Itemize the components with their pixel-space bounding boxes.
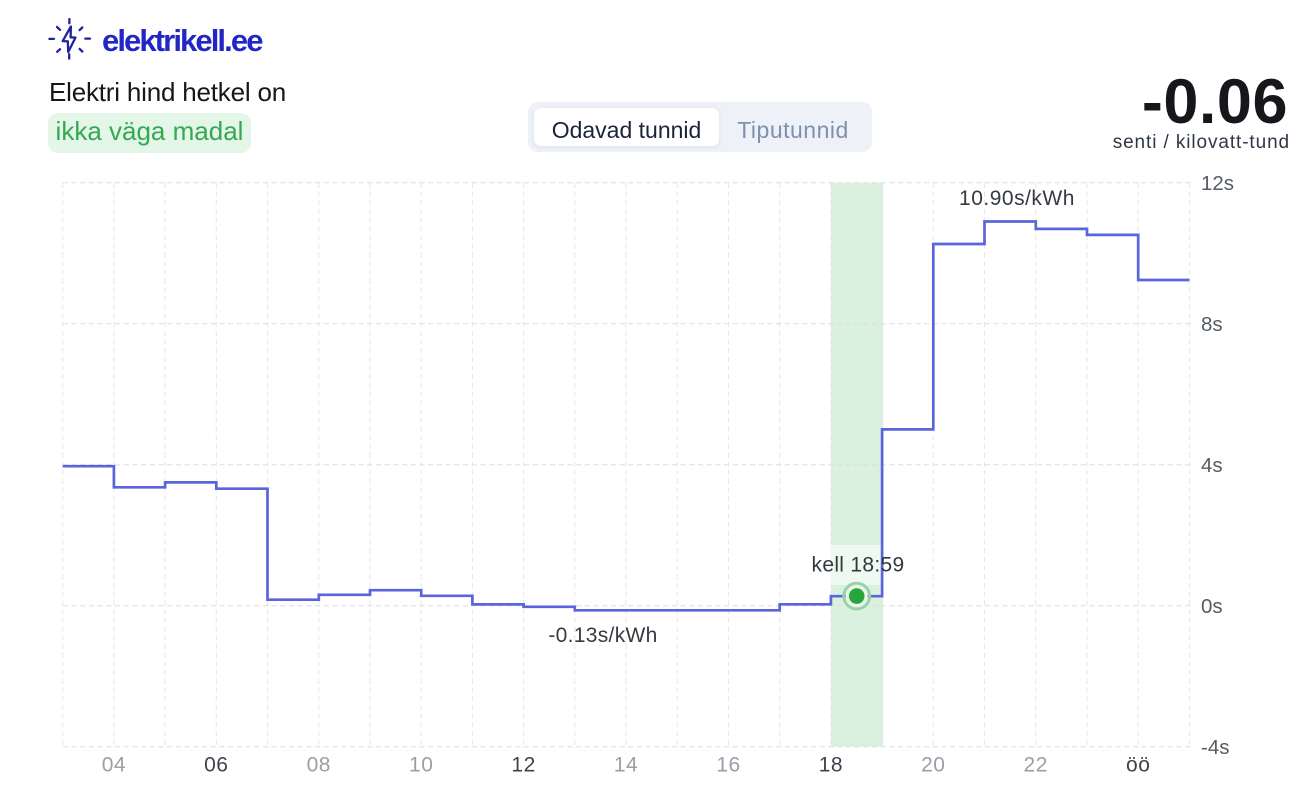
- svg-text:8s: 8s: [1201, 313, 1223, 336]
- svg-text:öö: öö: [1126, 753, 1150, 776]
- svg-text:16: 16: [716, 753, 740, 776]
- svg-text:4s: 4s: [1201, 454, 1223, 477]
- svg-text:12s: 12s: [1201, 172, 1234, 195]
- svg-text:14: 14: [614, 753, 638, 776]
- svg-text:kell 18:59: kell 18:59: [812, 554, 905, 577]
- svg-text:10: 10: [409, 753, 433, 776]
- svg-text:18: 18: [819, 753, 843, 776]
- svg-text:22: 22: [1024, 753, 1048, 776]
- svg-text:12: 12: [511, 753, 535, 776]
- svg-text:20: 20: [921, 753, 945, 776]
- svg-text:04: 04: [102, 753, 126, 776]
- svg-text:-4s: -4s: [1201, 736, 1229, 759]
- svg-text:-0.13s/kWh: -0.13s/kWh: [548, 624, 657, 647]
- svg-text:06: 06: [204, 753, 228, 776]
- svg-text:08: 08: [307, 753, 331, 776]
- svg-text:10.90s/kWh: 10.90s/kWh: [959, 187, 1075, 210]
- svg-text:0s: 0s: [1201, 595, 1223, 618]
